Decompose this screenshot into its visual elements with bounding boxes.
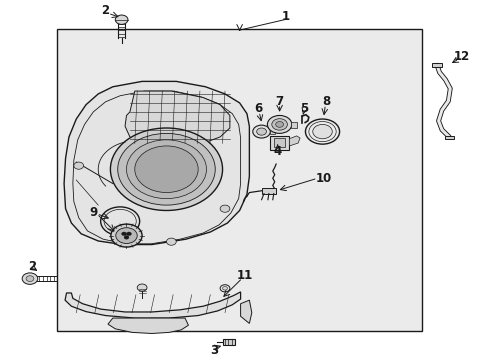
Bar — [445, 136, 453, 139]
Text: 10: 10 — [315, 172, 331, 185]
Text: 5: 5 — [299, 102, 307, 115]
Polygon shape — [64, 81, 249, 244]
Circle shape — [122, 232, 126, 235]
Circle shape — [126, 232, 131, 235]
Text: 2: 2 — [28, 260, 37, 273]
Bar — [261, 188, 276, 194]
Polygon shape — [125, 91, 229, 144]
Circle shape — [126, 140, 206, 199]
Bar — [269, 130, 274, 134]
Circle shape — [220, 205, 229, 212]
Circle shape — [110, 128, 222, 211]
Bar — [57, 30, 422, 330]
Circle shape — [111, 224, 142, 247]
Circle shape — [312, 125, 331, 139]
Circle shape — [166, 238, 176, 245]
Text: 11: 11 — [236, 269, 252, 282]
Circle shape — [275, 122, 283, 127]
Polygon shape — [65, 292, 240, 318]
Circle shape — [222, 287, 227, 290]
Circle shape — [256, 128, 266, 135]
Circle shape — [271, 119, 287, 130]
Text: 2: 2 — [102, 4, 109, 17]
Text: 9: 9 — [89, 206, 97, 219]
Circle shape — [22, 273, 38, 284]
Text: 7: 7 — [275, 95, 283, 108]
Text: 12: 12 — [452, 50, 468, 63]
Circle shape — [124, 235, 129, 239]
Bar — [222, 338, 234, 345]
Text: 3: 3 — [210, 344, 218, 357]
Bar — [269, 136, 289, 150]
Circle shape — [137, 284, 147, 291]
Circle shape — [115, 15, 128, 24]
Polygon shape — [289, 136, 300, 146]
Bar — [273, 138, 285, 147]
Circle shape — [118, 134, 215, 205]
Text: 8: 8 — [322, 95, 330, 108]
Text: 1: 1 — [281, 10, 289, 23]
Text: 4: 4 — [273, 145, 281, 158]
Polygon shape — [108, 318, 188, 333]
Circle shape — [252, 125, 270, 138]
Polygon shape — [240, 300, 251, 323]
Circle shape — [267, 116, 291, 134]
Bar — [431, 63, 441, 67]
Circle shape — [113, 235, 122, 243]
Text: 6: 6 — [253, 102, 262, 115]
Circle shape — [74, 162, 83, 169]
Circle shape — [26, 276, 34, 282]
Bar — [291, 122, 297, 128]
Circle shape — [135, 146, 198, 193]
Circle shape — [116, 228, 137, 243]
